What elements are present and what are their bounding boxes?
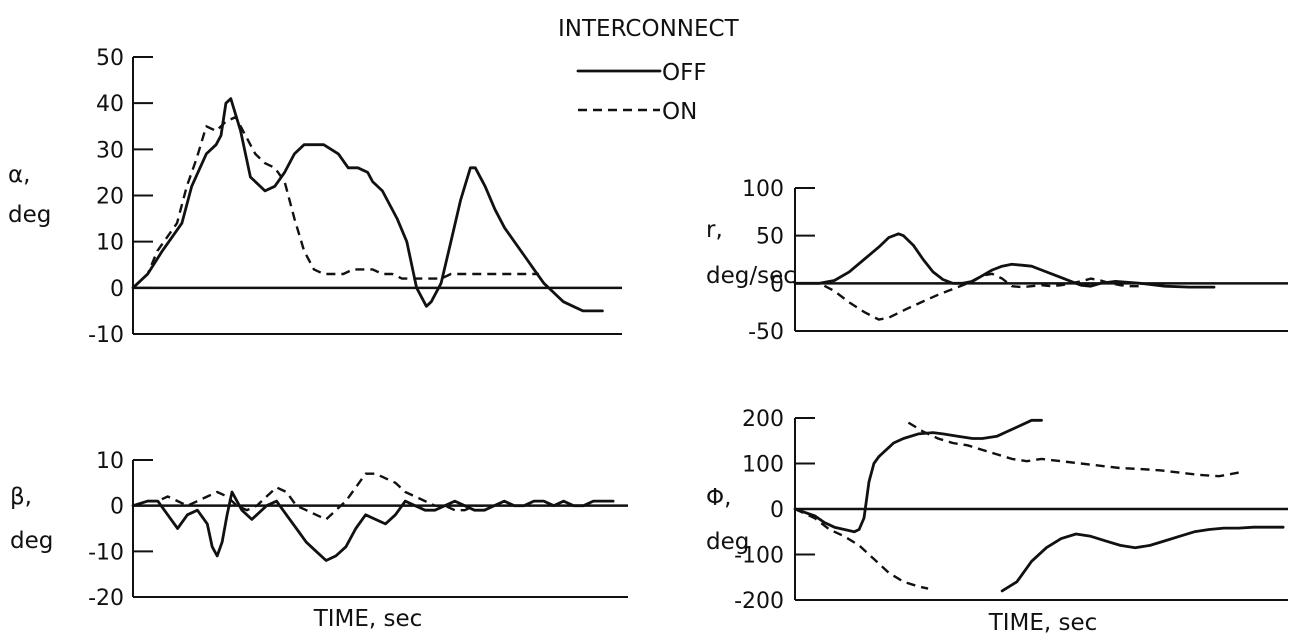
phi-ylabel-line: Φ, — [706, 485, 731, 511]
legend-on-label: ON — [662, 99, 697, 125]
alpha-series-on — [132, 115, 539, 289]
alpha-tick-label: 30 — [96, 138, 124, 163]
phi-tick-label: -100 — [734, 544, 784, 569]
alpha-series-off — [131, 97, 604, 313]
phi-series-on — [907, 421, 1239, 478]
r-tick-label: 50 — [756, 225, 784, 250]
beta-xlabel: TIME, sec — [313, 606, 423, 632]
phi-tick-label: 0 — [770, 498, 784, 523]
beta-ylabel-line: β, — [10, 484, 32, 510]
alpha-tick-label: 10 — [96, 231, 124, 256]
alpha-tick-label: 50 — [96, 46, 124, 71]
beta-tick-label: 0 — [110, 495, 124, 520]
r-tick-label: 100 — [742, 177, 784, 202]
alpha-tick-label: 40 — [96, 92, 124, 117]
beta-tick-label: -20 — [88, 586, 124, 611]
r-ylabel-line: r, — [706, 217, 723, 243]
alpha-tick-label: 20 — [96, 185, 124, 210]
phi-panel: 200 100 0 -100 -200 Φ, deg TIME, sec — [706, 407, 1288, 636]
beta-ylabel-line: deg — [10, 528, 53, 554]
chart-panels: 50403020100-10α,deg100500-50r,deg/sec100… — [8, 46, 1288, 636]
beta-series-off — [131, 490, 615, 562]
alpha-ylabel-line: deg — [8, 202, 51, 228]
r-series-on — [795, 272, 1141, 321]
r-tick-label: 0 — [770, 272, 784, 297]
r-tick-label: -50 — [748, 320, 784, 345]
phi-tick-label: -200 — [734, 589, 784, 614]
beta-series-on — [132, 472, 485, 521]
alpha-tick-label: 0 — [110, 277, 124, 302]
alpha-tick-label: -10 — [88, 323, 124, 348]
phi-series-off — [793, 418, 1043, 534]
alpha-panel: 50 40 30 20 10 0 -10 α, deg — [8, 46, 622, 348]
phi-series-off — [1000, 525, 1285, 593]
beta-panel: 10 0 -10 -20 β, deg TIME, sec — [10, 449, 628, 632]
alpha-ylabel-line: α, — [8, 162, 30, 188]
phi-series-on — [794, 507, 929, 590]
beta-tick-label: 10 — [96, 449, 124, 474]
phi-ylabel-line: deg — [706, 529, 749, 555]
r-ylabel-line: deg/sec — [706, 263, 796, 289]
legend-off-label: OFF — [662, 60, 707, 86]
legend-title: INTERCONNECT — [558, 16, 740, 42]
legend: INTERCONNECT OFF ON — [558, 16, 740, 125]
r-panel: 100 50 0 -50 r, deg/sec — [706, 177, 1288, 345]
beta-tick-label: -10 — [88, 540, 124, 565]
r-series-off — [793, 232, 1216, 289]
phi-xlabel: TIME, sec — [988, 610, 1098, 636]
phi-tick-label: 100 — [742, 453, 784, 478]
phi-tick-label: 200 — [742, 407, 784, 432]
